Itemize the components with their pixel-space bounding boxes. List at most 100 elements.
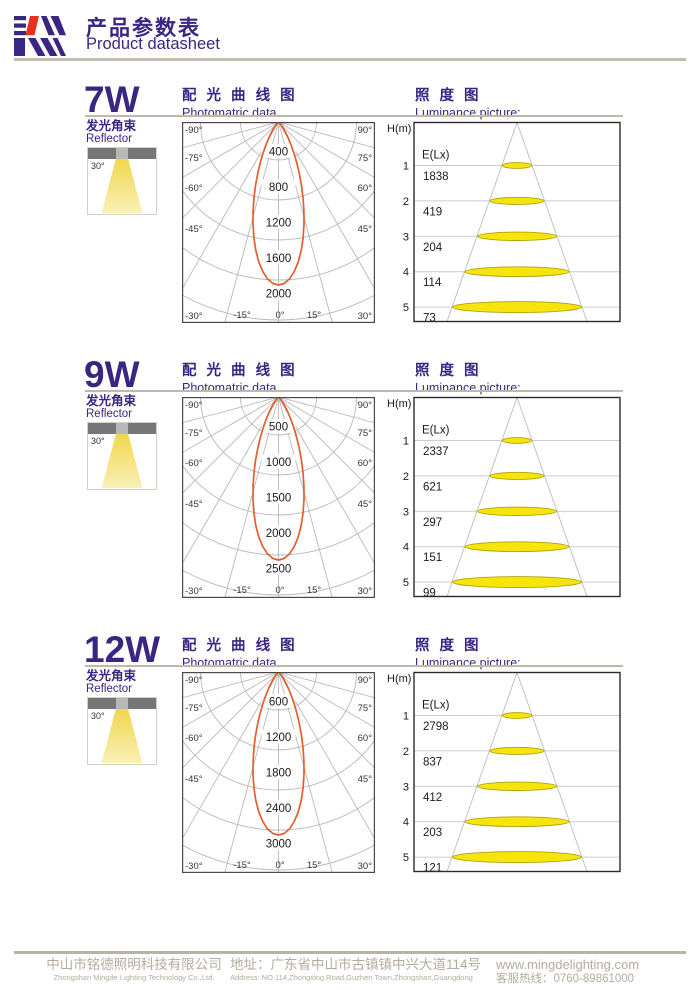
page-subtitle: Product datasheet xyxy=(86,35,220,53)
wattage-label: 7W xyxy=(84,79,140,120)
svg-text:1200: 1200 xyxy=(266,732,292,744)
svg-text:E(Lx): E(Lx) xyxy=(422,700,450,712)
svg-text:75°: 75° xyxy=(358,153,373,164)
svg-text:151: 151 xyxy=(423,552,442,564)
svg-text:-30°: -30° xyxy=(185,311,203,322)
svg-text:15°: 15° xyxy=(307,585,322,596)
svg-text:114: 114 xyxy=(423,277,442,289)
photometric-title-en: Photomatric data xyxy=(182,656,277,670)
beam-angle-label: 30° xyxy=(91,161,105,171)
svg-text:2500: 2500 xyxy=(266,564,292,576)
beam-angle-label: 30° xyxy=(91,711,105,721)
svg-text:1: 1 xyxy=(403,436,409,448)
section-rule xyxy=(85,115,623,117)
svg-text:73: 73 xyxy=(423,313,436,325)
photometric-polar-chart: 400 800 1200 1600 2000 -90° -75° -60° -45° -30° 90… xyxy=(182,122,375,323)
svg-text:419: 419 xyxy=(423,206,442,218)
svg-text:2400: 2400 xyxy=(266,803,292,815)
beam-angle-label: 30° xyxy=(91,436,105,446)
svg-text:1800: 1800 xyxy=(266,768,292,780)
svg-text:30°: 30° xyxy=(358,586,373,597)
svg-text:1: 1 xyxy=(403,161,409,173)
page-title: 产品参数表 xyxy=(86,17,201,40)
svg-text:30°: 30° xyxy=(358,311,373,322)
svg-text:-60°: -60° xyxy=(185,458,203,469)
svg-text:2000: 2000 xyxy=(266,289,292,301)
svg-text:1600: 1600 xyxy=(266,253,292,265)
reflector-diagram: 30° xyxy=(87,697,157,765)
svg-text:60°: 60° xyxy=(358,733,373,744)
svg-text:60°: 60° xyxy=(358,183,373,194)
svg-text:121: 121 xyxy=(423,863,442,875)
svg-text:99: 99 xyxy=(423,588,436,600)
svg-text:15°: 15° xyxy=(307,860,322,871)
svg-text:0°: 0° xyxy=(275,310,284,321)
photometric-polar-chart: 600 1200 1800 2400 3000 -90° -75° -60° -45° -30° 9… xyxy=(182,672,375,873)
svg-text:45°: 45° xyxy=(358,224,373,235)
svg-text:90°: 90° xyxy=(358,400,373,411)
svg-text:500: 500 xyxy=(269,422,288,434)
svg-text:-75°: -75° xyxy=(185,153,203,164)
svg-text:2: 2 xyxy=(403,196,409,208)
svg-text:3: 3 xyxy=(403,506,409,518)
svg-text:3000: 3000 xyxy=(266,839,292,851)
footer-rule xyxy=(14,951,686,954)
section-rule xyxy=(85,665,623,667)
svg-text:15°: 15° xyxy=(307,310,322,321)
svg-text:75°: 75° xyxy=(358,428,373,439)
wattage-label: 9W xyxy=(84,354,140,395)
svg-text:5: 5 xyxy=(403,852,409,864)
photometric-title-en: Photomatric data xyxy=(182,381,277,395)
svg-text:1500: 1500 xyxy=(266,493,292,505)
footer-company: 中山市铭德照明科技有限公司 Zhongshan Mingde Lighting … xyxy=(38,957,230,982)
luminance-title-cn: 照 度 图 xyxy=(415,88,482,104)
svg-text:412: 412 xyxy=(423,792,442,804)
svg-text:0°: 0° xyxy=(275,860,284,871)
svg-text:-75°: -75° xyxy=(185,703,203,714)
svg-text:-15°: -15° xyxy=(233,310,251,321)
svg-text:2: 2 xyxy=(403,471,409,483)
svg-text:3: 3 xyxy=(403,781,409,793)
svg-text:-15°: -15° xyxy=(233,585,251,596)
svg-text:621: 621 xyxy=(423,481,442,493)
svg-text:837: 837 xyxy=(423,756,442,768)
svg-text:E(Lx): E(Lx) xyxy=(422,150,450,162)
svg-text:-30°: -30° xyxy=(185,861,203,872)
luminance-title-en: Luminance picture: xyxy=(415,381,521,395)
address-cn: 地址：广东省中山市古镇镇中兴大道114号 xyxy=(230,957,482,972)
svg-text:60°: 60° xyxy=(358,458,373,469)
svg-text:800: 800 xyxy=(269,182,288,194)
section-7w: 7W 配 光 曲 线 图 Photomatric data 照 度 图 Lumi… xyxy=(0,79,700,360)
svg-text:600: 600 xyxy=(269,697,288,709)
svg-text:297: 297 xyxy=(423,517,442,529)
address-en: Address: NO.114,Zhongxing Road,Guzhen To… xyxy=(230,972,473,982)
svg-text:4: 4 xyxy=(403,267,409,279)
photometric-title-cn: 配 光 曲 线 图 xyxy=(182,638,298,654)
svg-text:H(m): H(m) xyxy=(387,123,411,135)
svg-text:-90°: -90° xyxy=(185,675,203,686)
reflector-label: 发光角束 Reflector xyxy=(86,669,137,696)
footer-address: 地址：广东省中山市古镇镇中兴大道114号 Address: NO.114,Zho… xyxy=(230,957,488,982)
reflector-diagram: 30° xyxy=(87,422,157,490)
svg-text:H(m): H(m) xyxy=(387,398,411,410)
svg-text:90°: 90° xyxy=(358,675,373,686)
section-rule xyxy=(85,390,623,392)
svg-text:2000: 2000 xyxy=(266,528,292,540)
svg-text:-45°: -45° xyxy=(185,499,203,510)
section-9w: 9W 配 光 曲 线 图 Photomatric data 照 度 图 Lumi… xyxy=(0,354,700,635)
svg-text:3: 3 xyxy=(403,231,409,243)
svg-text:5: 5 xyxy=(403,577,409,589)
wattage-label: 12W xyxy=(84,629,161,670)
svg-text:0°: 0° xyxy=(275,585,284,596)
svg-text:-15°: -15° xyxy=(233,860,251,871)
svg-text:-90°: -90° xyxy=(185,125,203,136)
svg-text:5: 5 xyxy=(403,302,409,314)
svg-text:2337: 2337 xyxy=(423,446,449,458)
svg-text:90°: 90° xyxy=(358,125,373,136)
reflector-label: 发光角束 Reflector xyxy=(86,119,137,146)
svg-text:-75°: -75° xyxy=(185,428,203,439)
svg-text:-90°: -90° xyxy=(185,400,203,411)
website-url: www.mingdelighting.com xyxy=(496,957,640,972)
svg-text:-30°: -30° xyxy=(185,586,203,597)
svg-text:1838: 1838 xyxy=(423,171,449,183)
